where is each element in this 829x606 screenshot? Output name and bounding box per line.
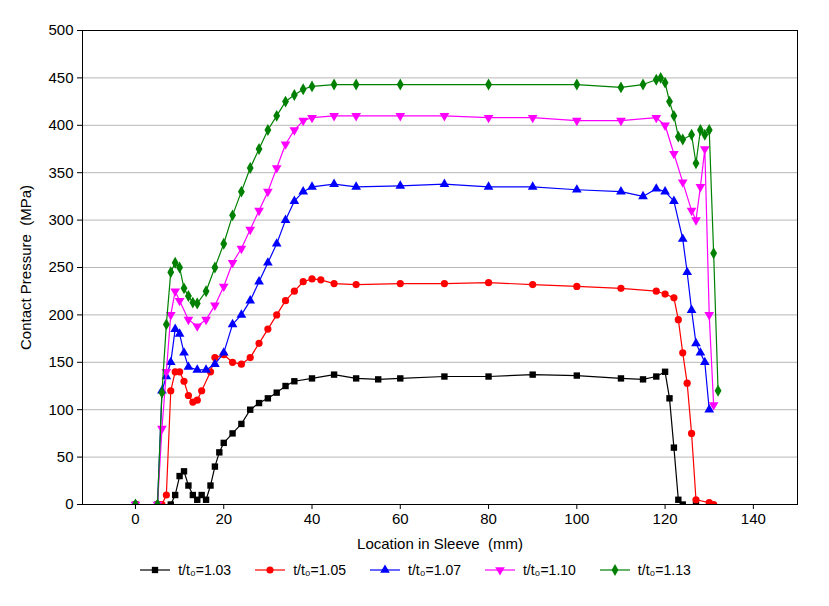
svg-text:350: 350 xyxy=(48,164,73,181)
svg-text:50: 50 xyxy=(57,448,74,465)
svg-text:0: 0 xyxy=(65,495,73,512)
svg-text:100: 100 xyxy=(48,401,73,418)
svg-text:Contact Pressure (MPa): Contact Pressure (MPa) xyxy=(17,185,34,350)
svg-text:100: 100 xyxy=(564,510,589,527)
svg-text:Location in Sleeve (mm): Location in Sleeve (mm) xyxy=(357,535,523,552)
svg-text:20: 20 xyxy=(215,510,232,527)
html-text:t/t₀=1.10: t/t₀=1.10 xyxy=(523,562,576,578)
svg-text:120: 120 xyxy=(653,510,678,527)
svg-text:150: 150 xyxy=(48,353,73,370)
svg-text:300: 300 xyxy=(48,211,73,228)
html-text:t/t₀=1.03: t/t₀=1.03 xyxy=(178,562,232,578)
svg-text:40: 40 xyxy=(304,510,321,527)
html-text:t/t₀=1.07: t/t₀=1.07 xyxy=(408,562,461,578)
svg-text:80: 80 xyxy=(480,510,497,527)
html-text:t/t₀=1.13: t/t₀=1.13 xyxy=(637,562,691,578)
html-text:t/t₀=1.05: t/t₀=1.05 xyxy=(293,562,346,578)
svg-text:400: 400 xyxy=(48,116,73,133)
svg-text:0: 0 xyxy=(131,510,139,527)
svg-text:140: 140 xyxy=(741,510,766,527)
svg-text:250: 250 xyxy=(48,258,73,275)
svg-text:500: 500 xyxy=(48,21,73,38)
svg-text:200: 200 xyxy=(48,306,73,323)
svg-text:450: 450 xyxy=(48,69,73,86)
svg-text:60: 60 xyxy=(392,510,409,527)
